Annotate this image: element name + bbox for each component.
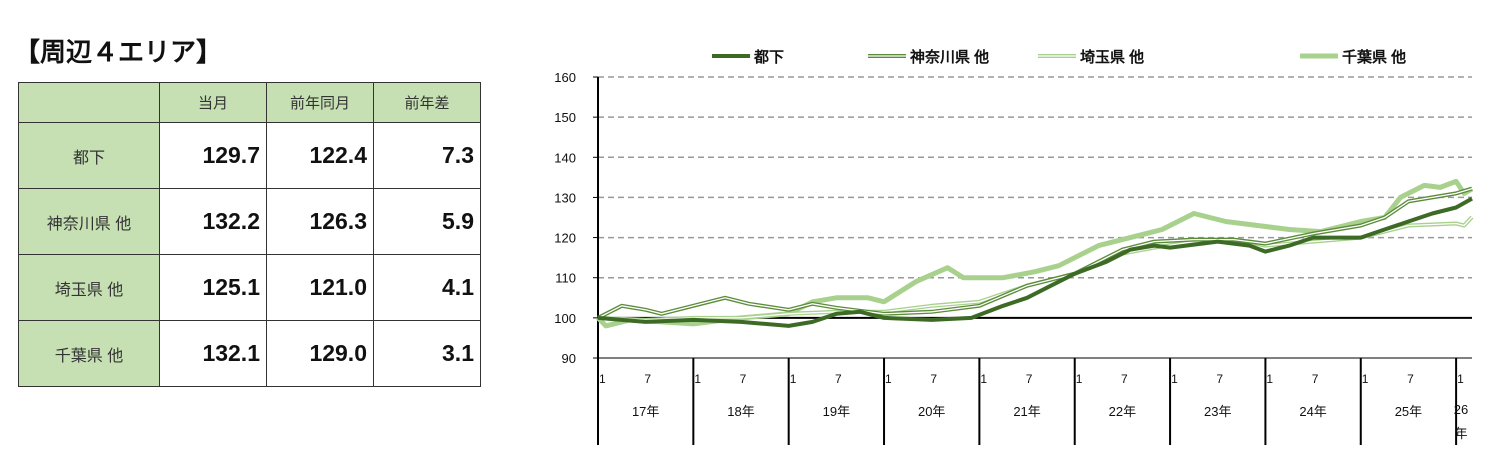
month-tick-label: 7 [1121, 372, 1128, 386]
table-header-row: 当月 前年同月 前年差 [18, 82, 481, 123]
current-value: 132.2 [159, 188, 267, 255]
year-label: 17年 [632, 404, 659, 419]
legend-label: 神奈川県 他 [910, 48, 989, 66]
series-line-2 [597, 215, 1474, 322]
y-tick-label: 150 [554, 110, 576, 125]
month-tick-label: 1 [599, 372, 606, 386]
y-tick-label: 130 [554, 190, 576, 205]
legend-label: 埼玉県 他 [1080, 48, 1144, 66]
month-tick-label: 1 [694, 372, 701, 386]
year-label: 20年 [918, 404, 945, 419]
legend-label: 都下 [753, 49, 784, 66]
year-label-26: 26年 [1453, 402, 1469, 441]
y-tick-label: 120 [554, 231, 576, 246]
year-label: 24年 [1299, 404, 1326, 419]
year-label: 25年 [1395, 404, 1422, 419]
month-tick-label: 7 [1407, 372, 1414, 386]
month-tick-label: 7 [1312, 372, 1319, 386]
section-title: 【周辺４エリア】 [14, 38, 223, 68]
year-label: 21年 [1013, 404, 1040, 419]
month-tick-label: 1 [1362, 372, 1369, 386]
month-tick-label: 7 [835, 372, 842, 386]
y-tick-label: 90 [562, 351, 576, 366]
series-line-3 [596, 178, 1474, 329]
series-line-0 [597, 196, 1473, 328]
prev-year-value: 126.3 [266, 188, 374, 255]
current-value: 132.1 [159, 320, 267, 387]
summary-table: 当月 前年同月 前年差 都下 129.7 122.4 7.3 神奈川県 他 132.2 1… [18, 82, 481, 387]
month-tick-label: 7 [930, 372, 937, 386]
year-label: 23年 [1204, 404, 1231, 419]
y-tick-label: 110 [555, 271, 576, 286]
year-label: 19年 [823, 404, 850, 419]
year-label: 22年 [1109, 404, 1136, 419]
table-row: 千葉県 他 132.1 129.0 3.1 [18, 320, 481, 387]
diff-value: 4.1 [373, 254, 481, 321]
diff-value: 7.3 [373, 122, 481, 189]
y-tick-label: 100 [554, 311, 576, 326]
table-row: 都下 129.7 122.4 7.3 [18, 122, 481, 189]
series-line-inner-1 [597, 187, 1473, 319]
row-label: 神奈川県 他 [18, 188, 160, 255]
prev-year-value: 122.4 [266, 122, 374, 189]
header-blank [18, 82, 160, 123]
month-tick-label: 7 [1216, 372, 1223, 386]
table-row: 神奈川県 他 132.2 126.3 5.9 [18, 188, 481, 255]
month-tick-label: 1 [1171, 372, 1178, 386]
y-tick-label: 160 [554, 70, 576, 85]
month-tick-label: 1 [885, 372, 892, 386]
y-tick-label: 140 [554, 150, 576, 165]
diff-value: 5.9 [373, 188, 481, 255]
current-value: 125.1 [159, 254, 267, 321]
month-tick-label: 1 [1457, 372, 1464, 386]
month-tick-label: 7 [644, 372, 651, 386]
month-tick-label: 1 [1266, 372, 1273, 386]
legend-label: 千葉県 他 [1342, 48, 1406, 66]
month-tick-label: 1 [980, 372, 987, 386]
diff-value: 3.1 [373, 320, 481, 387]
month-tick-label: 1 [1076, 372, 1083, 386]
series-line-inner-2 [597, 216, 1473, 321]
month-tick-label: 1 [790, 372, 797, 386]
year-label: 18年 [727, 404, 754, 419]
header-diff: 前年差 [373, 82, 481, 123]
prev-year-value: 121.0 [266, 254, 374, 321]
month-tick-label: 7 [1026, 372, 1033, 386]
row-label: 千葉県 他 [18, 320, 160, 387]
month-tick-label: 7 [740, 372, 747, 386]
row-label: 都下 [18, 122, 160, 189]
